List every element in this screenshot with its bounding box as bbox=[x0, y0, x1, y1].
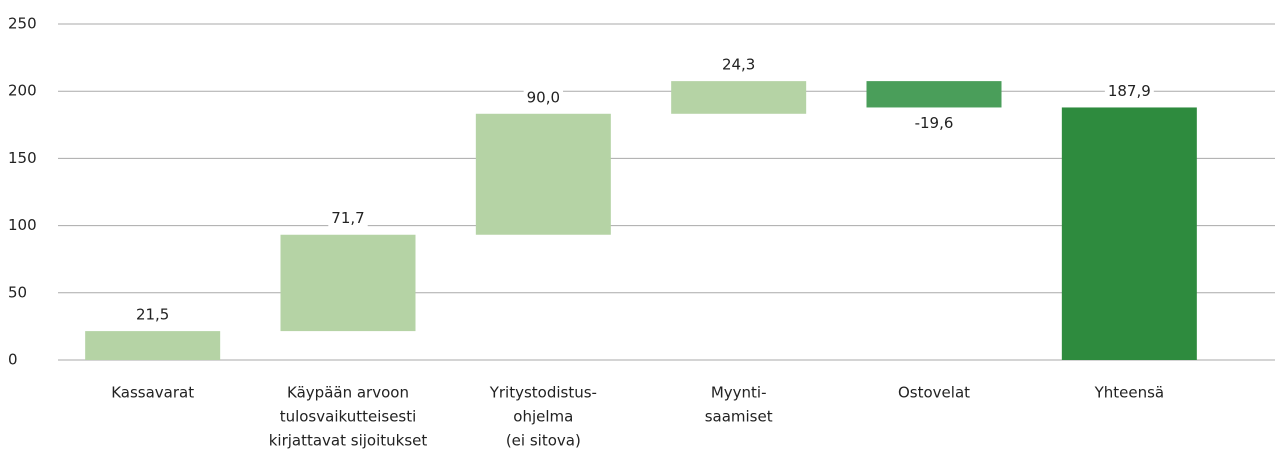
x-tick-label: (ei sitova) bbox=[506, 432, 581, 450]
value-label: 71,7 bbox=[331, 209, 364, 227]
y-tick-label: 150 bbox=[8, 149, 37, 167]
label-background bbox=[523, 88, 564, 107]
x-tick-label: Yritystodistus- bbox=[489, 384, 597, 402]
y-tick-label: 100 bbox=[8, 216, 37, 234]
x-tick-label: saamiset bbox=[705, 408, 773, 426]
y-tick-label: 250 bbox=[8, 15, 37, 33]
y-tick-label: 50 bbox=[8, 283, 27, 301]
value-label: 90,0 bbox=[527, 88, 560, 106]
x-tick-label: Kassavarat bbox=[111, 384, 194, 402]
x-tick-label: Käypään arvoon bbox=[287, 384, 409, 402]
x-tick-label: kirjattavat sijoitukset bbox=[269, 432, 428, 450]
bar bbox=[671, 81, 807, 114]
bar bbox=[475, 113, 611, 235]
value-label: 24,3 bbox=[722, 56, 755, 74]
x-tick-label: ohjelma bbox=[513, 408, 573, 426]
label-background bbox=[911, 113, 957, 132]
value-label: 21,5 bbox=[136, 306, 169, 324]
y-tick-label: 200 bbox=[8, 82, 37, 100]
x-tick-label: Myynti- bbox=[711, 384, 767, 402]
bar bbox=[280, 234, 416, 332]
label-background bbox=[132, 305, 173, 324]
label-background bbox=[1104, 81, 1154, 100]
value-label: 187,9 bbox=[1108, 82, 1151, 100]
bar bbox=[1061, 107, 1197, 360]
label-background bbox=[328, 209, 368, 228]
label-background bbox=[718, 55, 759, 74]
value-label: -19,6 bbox=[915, 114, 954, 132]
x-tick-label: tulosvaikutteisesti bbox=[280, 408, 417, 426]
bar bbox=[866, 81, 1002, 108]
y-tick-label: 0 bbox=[8, 351, 18, 369]
bar bbox=[85, 331, 221, 360]
x-tick-label: Yhteensä bbox=[1094, 384, 1165, 402]
x-tick-label: Ostovelat bbox=[898, 384, 970, 402]
